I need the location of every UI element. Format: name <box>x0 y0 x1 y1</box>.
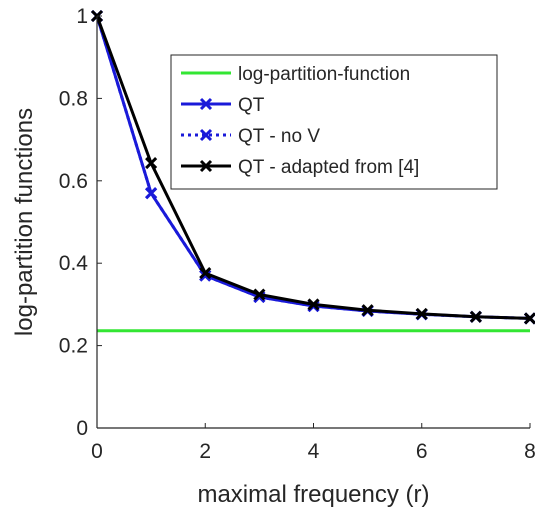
data-point <box>415 307 428 320</box>
data-point <box>199 269 212 282</box>
data-point <box>469 310 482 323</box>
legend-entry: QT - adapted from [4] <box>181 157 419 178</box>
x-tick-label: 4 <box>308 440 320 463</box>
x-tick-label: 8 <box>524 440 535 463</box>
y-tick-label: 1 <box>76 5 88 28</box>
legend-label: QT <box>238 95 265 116</box>
y-tick-label: 0.6 <box>59 170 88 193</box>
x-axis-title: maximal frequency (r) <box>197 481 429 508</box>
y-tick-label: 0.4 <box>59 252 89 275</box>
legend-marker <box>199 128 213 142</box>
y-tick-label: 0.2 <box>59 335 88 358</box>
y-tick-label: 0 <box>76 417 88 440</box>
x-tick-label: 2 <box>199 440 211 463</box>
x-tick-label: 6 <box>416 440 428 463</box>
legend-label: QT - no V <box>238 126 320 147</box>
data-point <box>253 288 266 301</box>
data-point <box>523 312 535 325</box>
legend-entry: log-partition-function <box>181 64 410 85</box>
plot-area <box>90 9 535 333</box>
legend-entry: QT <box>181 95 265 116</box>
legend-label: log-partition-function <box>238 64 410 85</box>
y-axis-title: log-partition functions <box>11 108 38 336</box>
x-tick-label: 0 <box>91 440 103 463</box>
data-point <box>361 304 374 317</box>
series-3 <box>90 9 535 325</box>
data-point <box>307 298 320 311</box>
data-point <box>199 267 212 280</box>
y-tick-label: 0.8 <box>59 87 88 110</box>
legend-label: QT - adapted from [4] <box>238 157 419 178</box>
legend-marker <box>199 159 213 173</box>
data-point <box>145 157 158 170</box>
legend: log-partition-function QT QT - no V QT - ad… <box>170 54 498 190</box>
legend-entry: QT - no V <box>181 126 320 147</box>
data-point <box>145 187 158 200</box>
legend-marker <box>199 97 213 111</box>
axes: 0 2 4 6 8 0 0.2 0.4 0.6 0.8 1 <box>59 5 535 463</box>
